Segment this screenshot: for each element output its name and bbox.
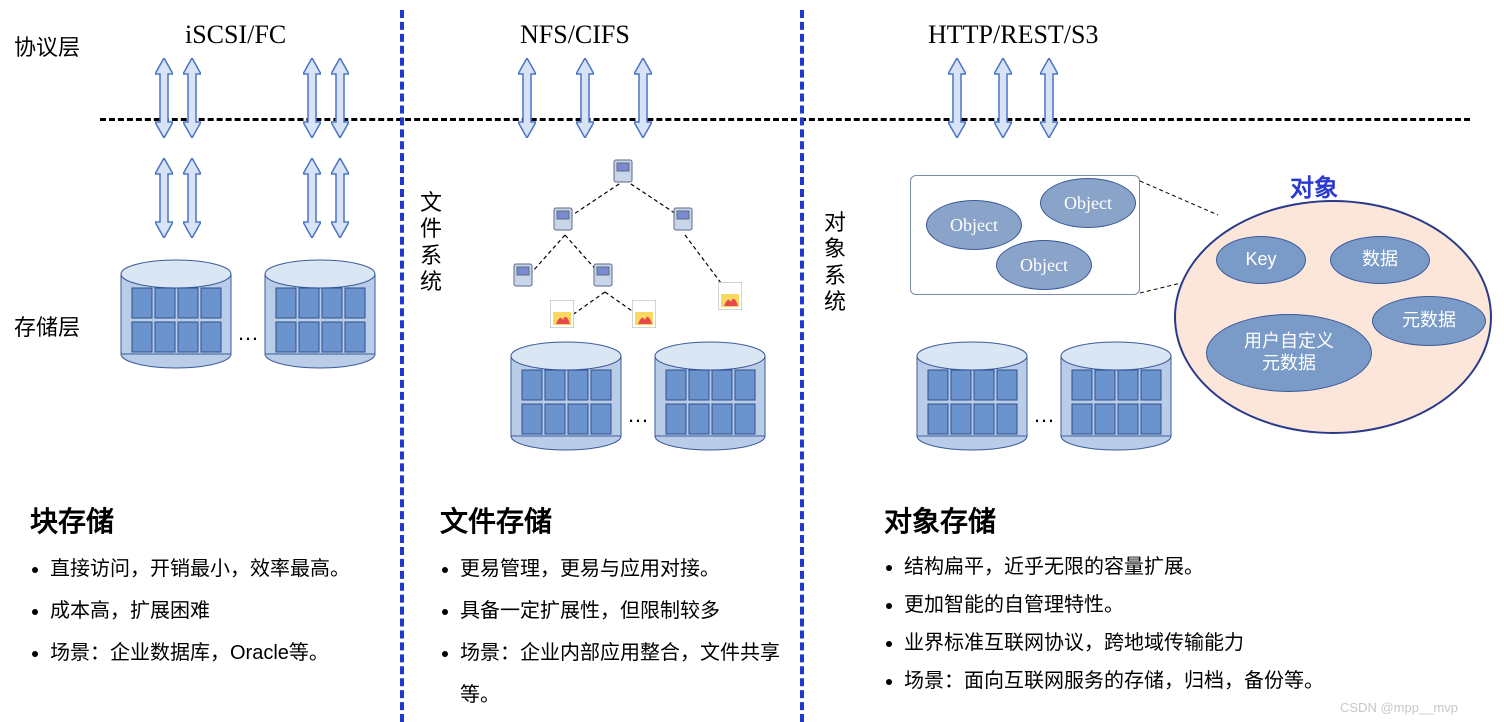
col0-dots: … — [237, 320, 259, 346]
col1-title: 文件存储 — [440, 500, 552, 540]
fs-node-icon — [592, 262, 614, 288]
fs-node-icon — [672, 206, 694, 232]
col2-bullet-2: 业界标准互联网协议，跨地域传输能力 — [904, 624, 1444, 662]
fs-node-icon — [512, 262, 534, 288]
fs-leaf-icon — [550, 300, 574, 328]
col0-bullet-0: 直接访问，开销最小，效率最高。 — [50, 548, 380, 590]
object-ellipse-1: Object — [1040, 178, 1136, 228]
col1-bullet-0: 更易管理，更易与应用对接。 — [460, 548, 780, 590]
col2-title: 对象存储 — [884, 500, 996, 540]
fs-node-icon — [552, 206, 574, 232]
sub-key: Key — [1216, 236, 1306, 284]
protocol-layer-label: 协议层 — [14, 30, 80, 62]
col1-header: NFS/CIFS — [520, 20, 630, 50]
sub-metadata: 元数据 — [1372, 296, 1486, 346]
fs-leaf-icon — [632, 300, 656, 328]
col2-cylinder-1 — [916, 340, 1028, 452]
col0-bullet-1: 成本高，扩展困难 — [50, 590, 380, 632]
col2-dots: … — [1033, 402, 1055, 428]
sub-data: 数据 — [1330, 236, 1430, 284]
fs-leaf-icon — [718, 282, 742, 310]
object-ellipse-3: Object — [996, 240, 1092, 290]
col-divider-2 — [800, 10, 804, 722]
col2-arrows-top — [948, 58, 1058, 138]
col0-arrows-top-right — [303, 58, 349, 138]
object-ellipse-2: Object — [926, 200, 1022, 250]
col1-bullets: 更易管理，更易与应用对接。 具备一定扩展性，但限制较多 场景：企业内部应用整合，… — [440, 548, 780, 716]
watermark: CSDN @mpp__mvp — [1340, 700, 1458, 715]
col1-dots: … — [627, 402, 649, 428]
col2-bullet-0: 结构扁平，近乎无限的容量扩展。 — [904, 548, 1444, 586]
big-ellipse-title: 对象 — [1290, 168, 1338, 203]
fs-root-icon — [612, 158, 634, 184]
col2-bullet-3: 场景：面向互联网服务的存储，归档，备份等。 — [904, 662, 1444, 700]
col2-cylinder-2 — [1060, 340, 1172, 452]
col0-cylinder-1 — [120, 258, 232, 370]
col1-bullet-2: 场景：企业内部应用整合，文件共享等。 — [460, 632, 780, 716]
col0-title: 块存储 — [30, 500, 114, 540]
col-divider-1 — [400, 10, 404, 722]
col0-arrows-mid-right — [303, 158, 349, 238]
storage-layer-label: 存储层 — [14, 310, 80, 342]
sub-usermeta: 用户自定义 元数据 — [1206, 314, 1372, 392]
col2-side-label: 对象 系统 — [824, 210, 852, 316]
col2-bullets: 结构扁平，近乎无限的容量扩展。 更加智能的自管理特性。 业界标准互联网协议，跨地… — [884, 548, 1444, 700]
col2-bullet-1: 更加智能的自管理特性。 — [904, 586, 1444, 624]
col0-bullets: 直接访问，开销最小，效率最高。 成本高，扩展困难 场景：企业数据库，Oracle… — [30, 548, 380, 674]
col1-cylinder-2 — [654, 340, 766, 452]
col0-bullet-2: 场景：企业数据库，Oracle等。 — [50, 632, 380, 674]
col1-bullet-1: 具备一定扩展性，但限制较多 — [460, 590, 780, 632]
col0-header: iSCSI/FC — [185, 20, 286, 50]
col0-cylinder-2 — [264, 258, 376, 370]
col1-cylinder-1 — [510, 340, 622, 452]
col2-header: HTTP/REST/S3 — [928, 20, 1098, 50]
col1-side-label: 文件 系统 — [420, 190, 448, 296]
col0-arrows-mid-left — [155, 158, 201, 238]
col0-arrows-top-left — [155, 58, 201, 138]
col1-arrows-top — [518, 58, 652, 138]
